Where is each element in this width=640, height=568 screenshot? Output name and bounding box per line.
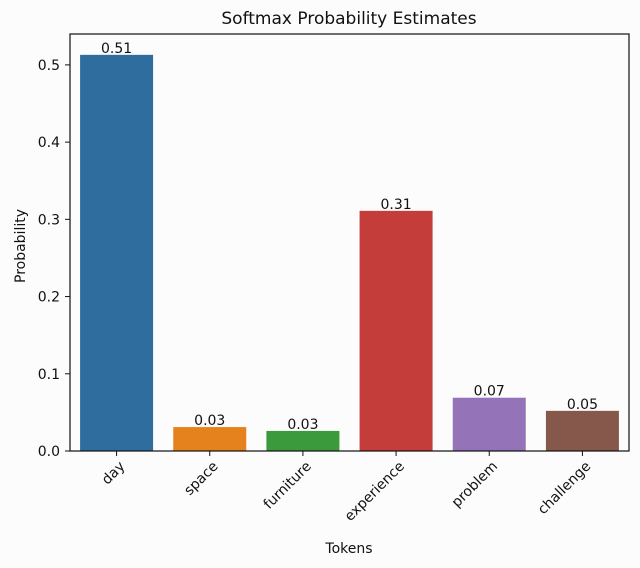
y-tick-label: 0.0 xyxy=(38,444,60,460)
y-tick-label: 0.3 xyxy=(38,212,60,228)
x-tick-label-furniture: furniture xyxy=(261,459,315,513)
x-tick-label-problem: problem xyxy=(449,459,501,511)
y-tick-label: 0.2 xyxy=(38,290,60,306)
value-label-experience: 0.31 xyxy=(380,197,411,213)
bar-challenge xyxy=(545,410,619,451)
bar-space xyxy=(173,427,247,451)
value-label-problem: 0.07 xyxy=(474,384,505,400)
y-axis: 0.0 0.1 0.2 0.3 0.4 0.5 xyxy=(38,58,70,460)
bar-problem xyxy=(452,397,526,451)
y-tick-label: 0.5 xyxy=(38,58,60,74)
x-tick-label-day: day xyxy=(99,459,129,489)
x-tick-label-experience: experience xyxy=(342,459,408,525)
bar-experience xyxy=(359,210,433,451)
bar-furniture xyxy=(266,430,340,451)
y-tick-label: 0.1 xyxy=(38,367,60,383)
x-axis: day space furniture experience problem challe… xyxy=(99,451,594,525)
bar-day xyxy=(80,54,154,451)
value-labels-group: 0.51 0.03 0.03 0.31 0.07 0.05 xyxy=(101,41,598,433)
value-label-furniture: 0.03 xyxy=(287,417,318,433)
x-tick-label-challenge: challenge xyxy=(535,459,594,518)
value-label-space: 0.03 xyxy=(194,413,225,429)
bars-group xyxy=(80,54,619,451)
x-tick-label-space: space xyxy=(181,459,221,499)
value-label-challenge: 0.05 xyxy=(567,397,598,413)
chart-title: Softmax Probability Estimates xyxy=(221,9,476,29)
x-axis-label: Tokens xyxy=(324,541,372,557)
y-axis-label: Probability xyxy=(13,209,29,283)
plot-frame xyxy=(69,33,630,452)
y-tick-label: 0.4 xyxy=(38,135,60,151)
value-label-day: 0.51 xyxy=(101,41,132,57)
